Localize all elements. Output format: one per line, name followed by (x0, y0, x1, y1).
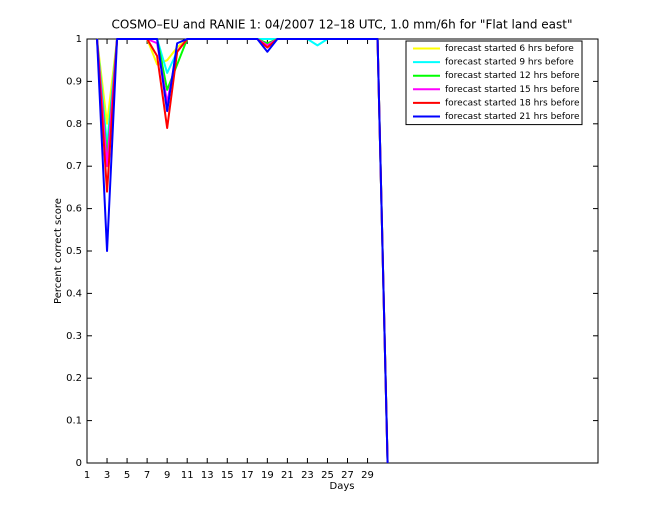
x-tick-label: 9 (164, 470, 170, 481)
x-tick-label: 27 (341, 470, 354, 481)
y-tick-label: 0.7 (66, 161, 82, 172)
x-tick-label: 5 (124, 470, 130, 481)
legend-box (405, 40, 583, 126)
y-tick-label: 0.3 (66, 331, 82, 342)
legend-label: forecast started 9 hrs before (445, 58, 574, 68)
y-tick-label: 0.5 (66, 246, 82, 257)
y-tick-label: 0.1 (66, 416, 82, 427)
y-tick-label: 0.9 (66, 76, 82, 87)
x-tick-label: 21 (281, 470, 294, 481)
x-tick-label: 17 (241, 470, 254, 481)
y-tick-label: 1 (76, 34, 82, 45)
x-tick-label: 3 (104, 470, 110, 481)
legend-label: forecast started 6 hrs before (445, 44, 574, 54)
x-tick-label: 25 (321, 470, 334, 481)
y-axis-label: Percent correct score (53, 198, 64, 304)
x-tick-label: 7 (144, 470, 150, 481)
x-tick-label: 13 (201, 470, 214, 481)
series-line (96, 38, 389, 464)
legend-label: forecast started 18 hrs before (445, 98, 580, 108)
legend-label: forecast started 15 hrs before (445, 85, 580, 95)
x-tick-label: 11 (181, 470, 194, 481)
x-tick-label: 1 (84, 470, 90, 481)
legend-label: forecast started 21 hrs before (445, 112, 580, 122)
y-tick-label: 0.6 (66, 204, 82, 215)
y-tick-label: 0.2 (66, 373, 82, 384)
x-axis-label: Days (330, 481, 355, 492)
y-tick-label: 0.4 (66, 288, 82, 299)
x-tick-label: 23 (301, 470, 314, 481)
legend-label: forecast started 12 hrs before (445, 71, 580, 81)
chart-title: COSMO–EU and RANIE 1: 04/2007 12–18 UTC,… (112, 18, 573, 32)
x-tick-label: 15 (221, 470, 234, 481)
x-tick-label: 29 (361, 470, 374, 481)
x-tick-label: 19 (261, 470, 274, 481)
y-tick-label: 0 (76, 458, 82, 469)
y-tick-label: 0.8 (66, 119, 82, 130)
